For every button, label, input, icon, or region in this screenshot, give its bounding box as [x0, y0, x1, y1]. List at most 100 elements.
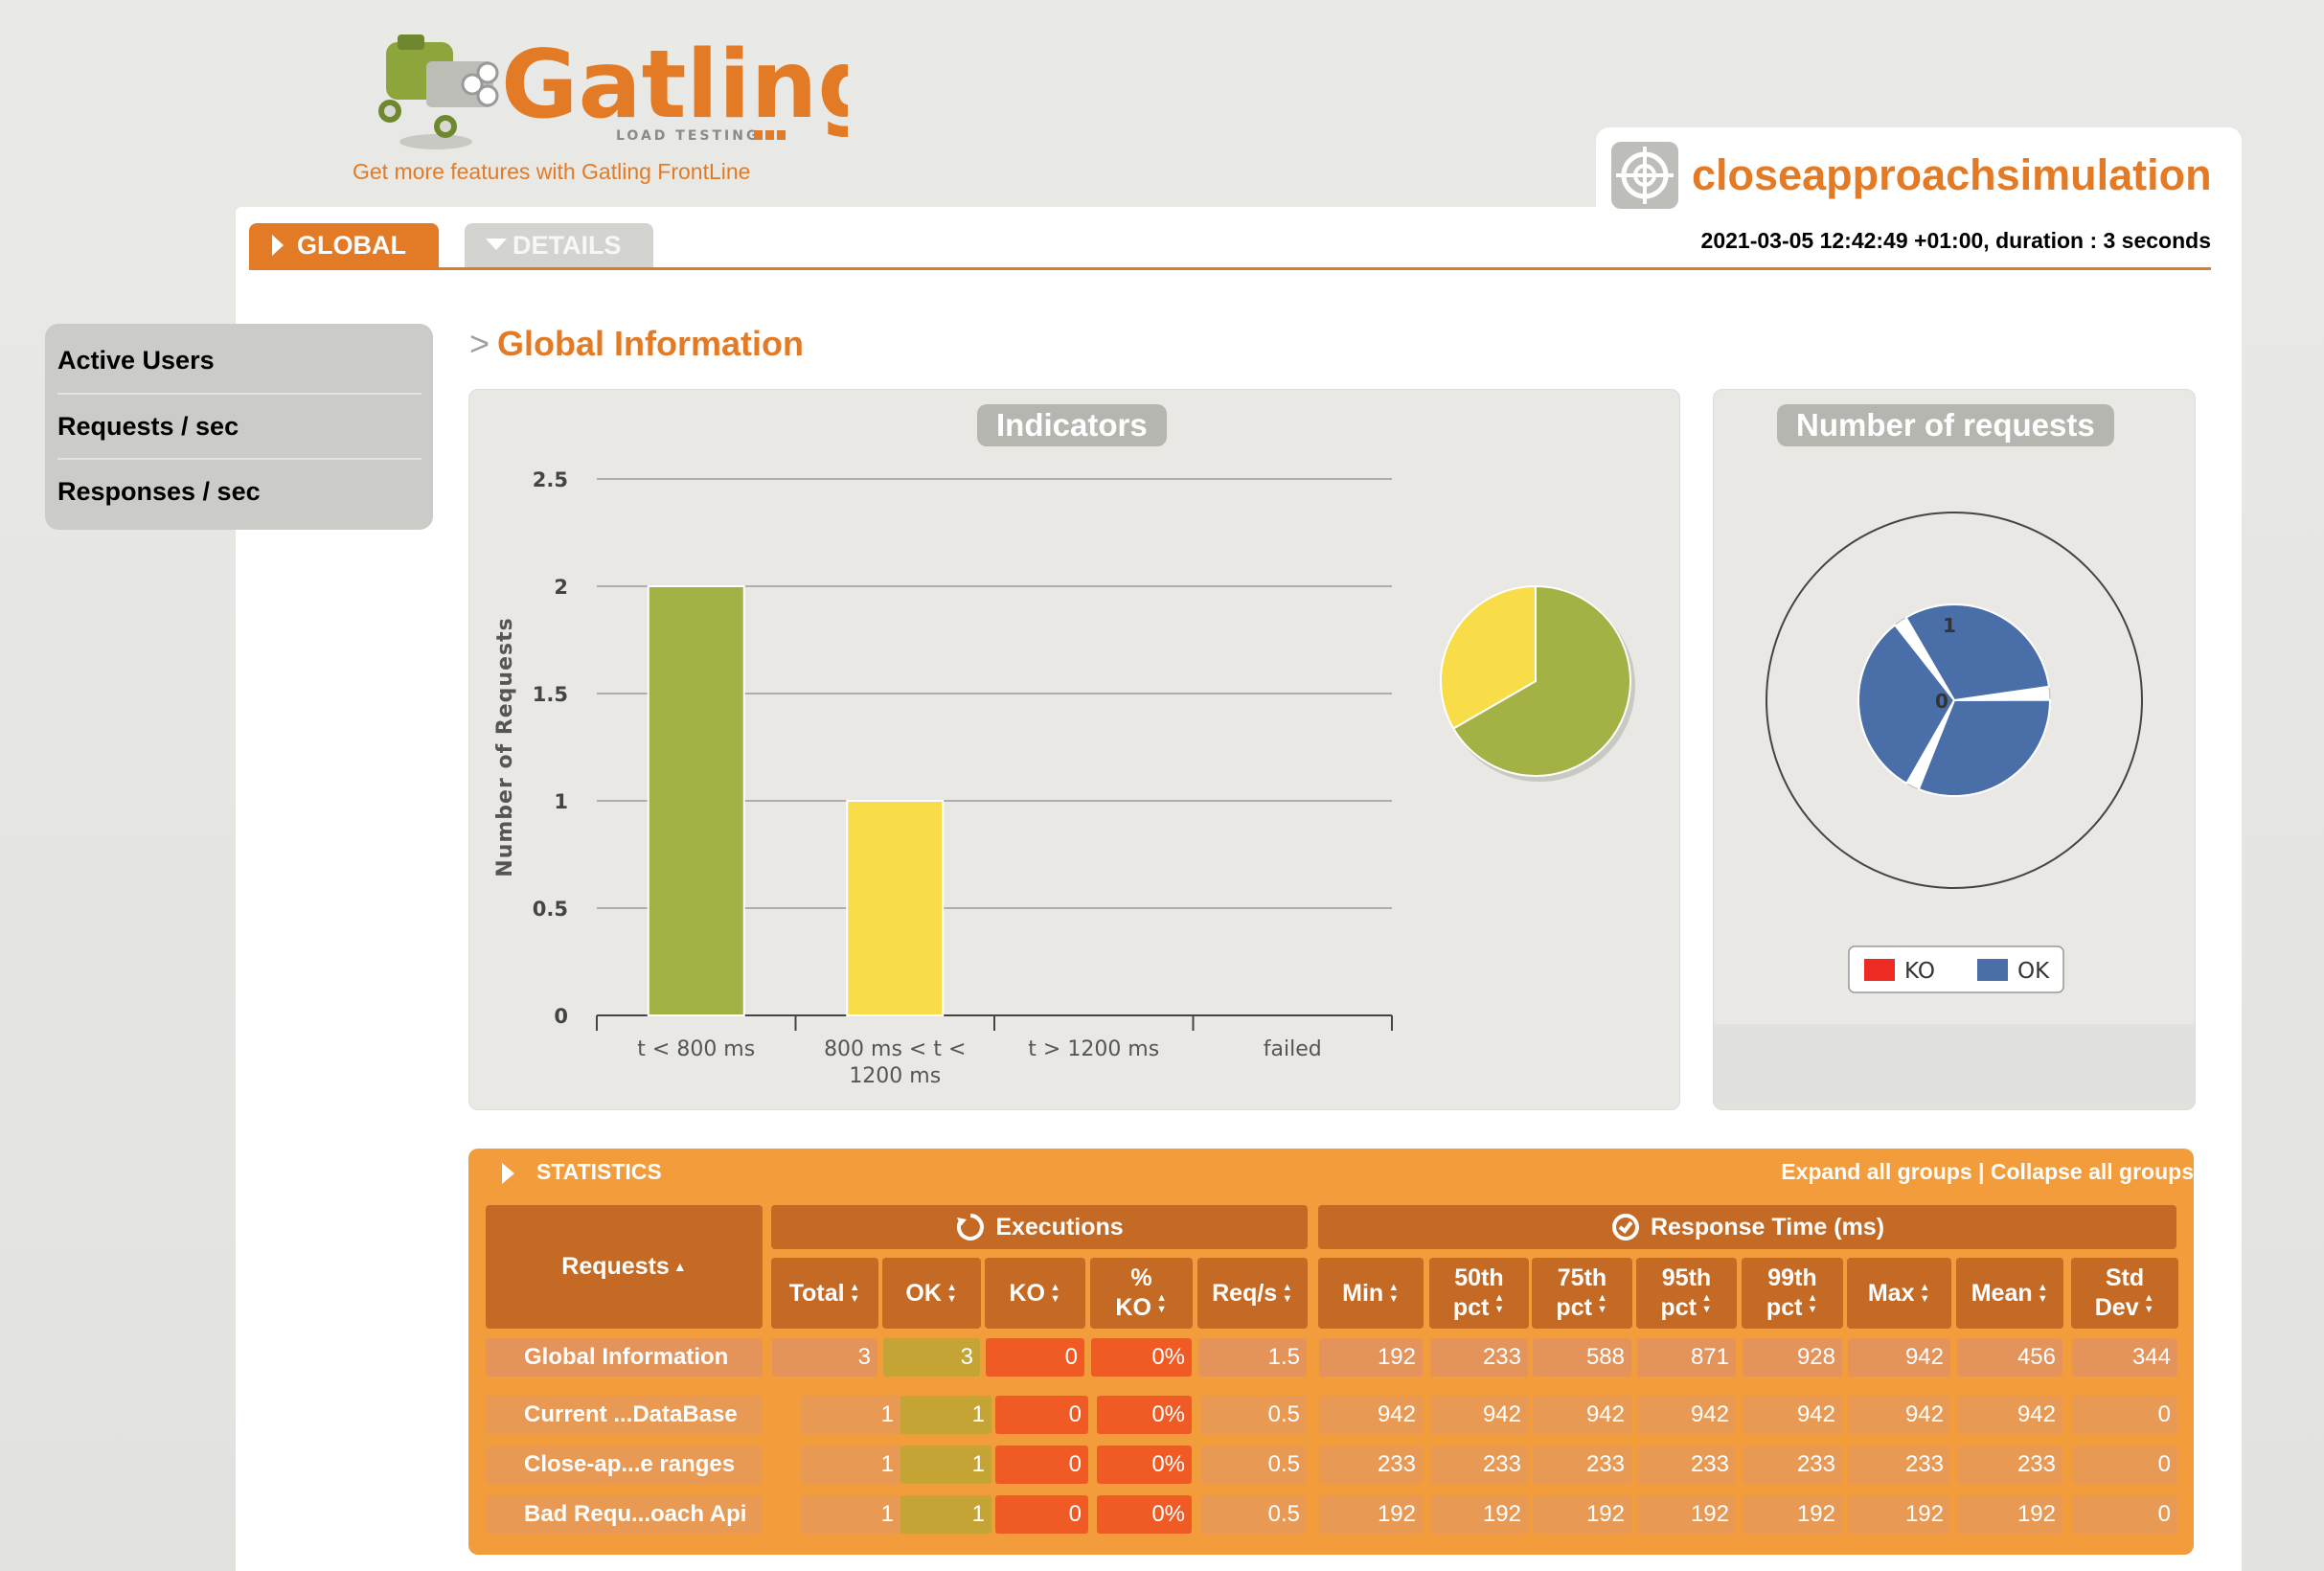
statistics-title[interactable]: STATISTICS: [536, 1159, 662, 1184]
table-cell: 0.5: [1201, 1396, 1307, 1434]
x-tick-label: t < 800 ms: [637, 1037, 755, 1061]
table-cell: 1.5: [1198, 1338, 1307, 1377]
tab-global[interactable]: GLOBAL: [249, 223, 439, 267]
y-tick-label: 1: [554, 790, 568, 813]
table-cell: 942: [1430, 1396, 1528, 1434]
column-header[interactable]: 75th pct ▲▼: [1532, 1258, 1632, 1329]
response-time-label: Response Time (ms): [1650, 1213, 1885, 1241]
column-header[interactable]: Requests ▲: [486, 1205, 763, 1329]
target-icon: [1611, 142, 1678, 209]
column-header-label: KO: [1009, 1279, 1045, 1307]
request-name-link[interactable]: Bad Requ...oach Api: [486, 1495, 763, 1534]
column-header[interactable]: 99th pct ▲▼: [1742, 1258, 1843, 1329]
table-cell: 233: [1319, 1446, 1423, 1484]
column-header-label: Total: [788, 1279, 845, 1307]
table-cell: 0%: [1097, 1446, 1192, 1484]
executions-label: Executions: [995, 1213, 1124, 1241]
column-header[interactable]: Std Dev ▲▼: [2071, 1258, 2178, 1329]
sort-icon: ▲▼: [2143, 1292, 2155, 1315]
table-cell: 233: [1957, 1446, 2062, 1484]
column-header-label: Std Dev ▲▼: [2095, 1264, 2155, 1322]
column-header[interactable]: Max ▲▼: [1847, 1258, 1951, 1329]
sort-icon: ▲▼: [1281, 1282, 1293, 1305]
table-cell: 192: [1319, 1338, 1423, 1377]
column-header-label: OK: [905, 1279, 942, 1307]
table-cell: 233: [1848, 1446, 1950, 1484]
table-cell: 942: [1848, 1338, 1950, 1377]
clock-icon: [1611, 1214, 1639, 1241]
column-header[interactable]: 95th pct ▲▼: [1636, 1258, 1737, 1329]
y-tick-label: 2: [554, 576, 568, 599]
table-cell: 0: [2072, 1495, 2177, 1534]
expand-all-groups-link[interactable]: Expand all groups: [1781, 1159, 1972, 1184]
column-header-label: Min: [1342, 1279, 1384, 1307]
polar-slice: [1857, 624, 1956, 786]
row-global-information[interactable]: Global Information: [486, 1338, 763, 1377]
sidebar-item-responses-sec[interactable]: Responses / sec: [57, 477, 261, 506]
number-of-requests-title: Number of requests: [1777, 404, 2114, 446]
caret-right-icon[interactable]: [502, 1163, 514, 1184]
sidebar-item-requests-sec[interactable]: Requests / sec: [57, 412, 239, 441]
sort-icon: ▲▼: [1387, 1282, 1400, 1305]
request-name-link[interactable]: Close-ap...e ranges: [486, 1446, 763, 1484]
column-header[interactable]: Mean ▲▼: [1956, 1258, 2063, 1329]
sort-icon: ▲▼: [1700, 1292, 1713, 1315]
column-header[interactable]: Req/s ▲▼: [1197, 1258, 1308, 1329]
column-header[interactable]: KO ▲▼: [985, 1258, 1085, 1329]
table-cell: 233: [1743, 1446, 1842, 1484]
table-cell: 942: [1848, 1396, 1950, 1434]
sort-icon: ▲▼: [2037, 1282, 2049, 1305]
column-header-label: Requests: [561, 1253, 670, 1281]
table-cell: 588: [1533, 1338, 1631, 1377]
column-header-line: 99th: [1767, 1264, 1817, 1292]
column-header[interactable]: Total ▲▼: [771, 1258, 878, 1329]
collapse-all-groups-link[interactable]: Collapse all groups: [1990, 1159, 2194, 1184]
x-tick-label: 1200 ms: [849, 1064, 941, 1088]
tab-details[interactable]: DETAILS: [465, 223, 653, 267]
column-header[interactable]: 50th pct ▲▼: [1429, 1258, 1529, 1329]
radial-label: 1: [1943, 614, 1956, 637]
table-cell: 192: [1743, 1495, 1842, 1534]
column-header[interactable]: % KO ▲▼: [1090, 1258, 1193, 1329]
column-header[interactable]: OK ▲▼: [882, 1258, 981, 1329]
table-cell: 1: [801, 1396, 900, 1434]
sort-icon: ▲▼: [1807, 1292, 1819, 1315]
sort-icon: ▲▼: [946, 1282, 958, 1305]
table-cell: 233: [1637, 1446, 1736, 1484]
tab-global-label: GLOBAL: [297, 231, 406, 260]
table-cell: 1: [801, 1446, 900, 1484]
y-tick-label: 0.5: [533, 898, 568, 921]
simulation-header: closeapproachsimulation: [1596, 127, 2242, 233]
radial-label: 0: [1935, 690, 1948, 713]
column-header[interactable]: Min ▲▼: [1318, 1258, 1424, 1329]
caret-right-icon: [272, 235, 284, 256]
column-header-line: 50th: [1454, 1264, 1504, 1292]
gatling-logo[interactable]: Gatling LOAD TESTING: [369, 13, 885, 157]
table-cell: 942: [1743, 1396, 1842, 1434]
group-links: Expand all groups | Collapse all groups: [1781, 1159, 2194, 1185]
column-header-line: pct ▲▼: [1766, 1292, 1819, 1321]
legend-swatch: [1864, 959, 1895, 981]
caret-down-icon: [486, 239, 507, 250]
column-header-label: 95th pct ▲▼: [1660, 1264, 1712, 1322]
table-cell: 0: [995, 1396, 1088, 1434]
table-cell: 942: [1637, 1396, 1736, 1434]
request-name-link[interactable]: Current ...DataBase: [486, 1396, 763, 1434]
sidebar-divider: [57, 458, 422, 460]
response-time-header: Response Time (ms): [1318, 1205, 2176, 1249]
frontline-link[interactable]: Get more features with Gatling FrontLine: [353, 159, 751, 184]
logo-subtitle: LOAD TESTING: [616, 128, 760, 144]
table-cell: 233: [1430, 1446, 1528, 1484]
sidebar-divider: [57, 393, 422, 395]
section-prefix: >: [469, 324, 490, 363]
column-header-line: pct ▲▼: [1556, 1292, 1608, 1321]
table-cell: 942: [1319, 1396, 1423, 1434]
table-cell: 871: [1637, 1338, 1736, 1377]
legend-box: [1848, 945, 2064, 993]
legend-label: KO: [1904, 959, 1935, 984]
table-cell: 192: [1533, 1495, 1631, 1534]
table-cell: 1: [900, 1495, 991, 1534]
legend-label: OK: [2017, 959, 2050, 984]
table-cell: 0.5: [1201, 1495, 1307, 1534]
sidebar-item-active-users[interactable]: Active Users: [57, 346, 215, 375]
